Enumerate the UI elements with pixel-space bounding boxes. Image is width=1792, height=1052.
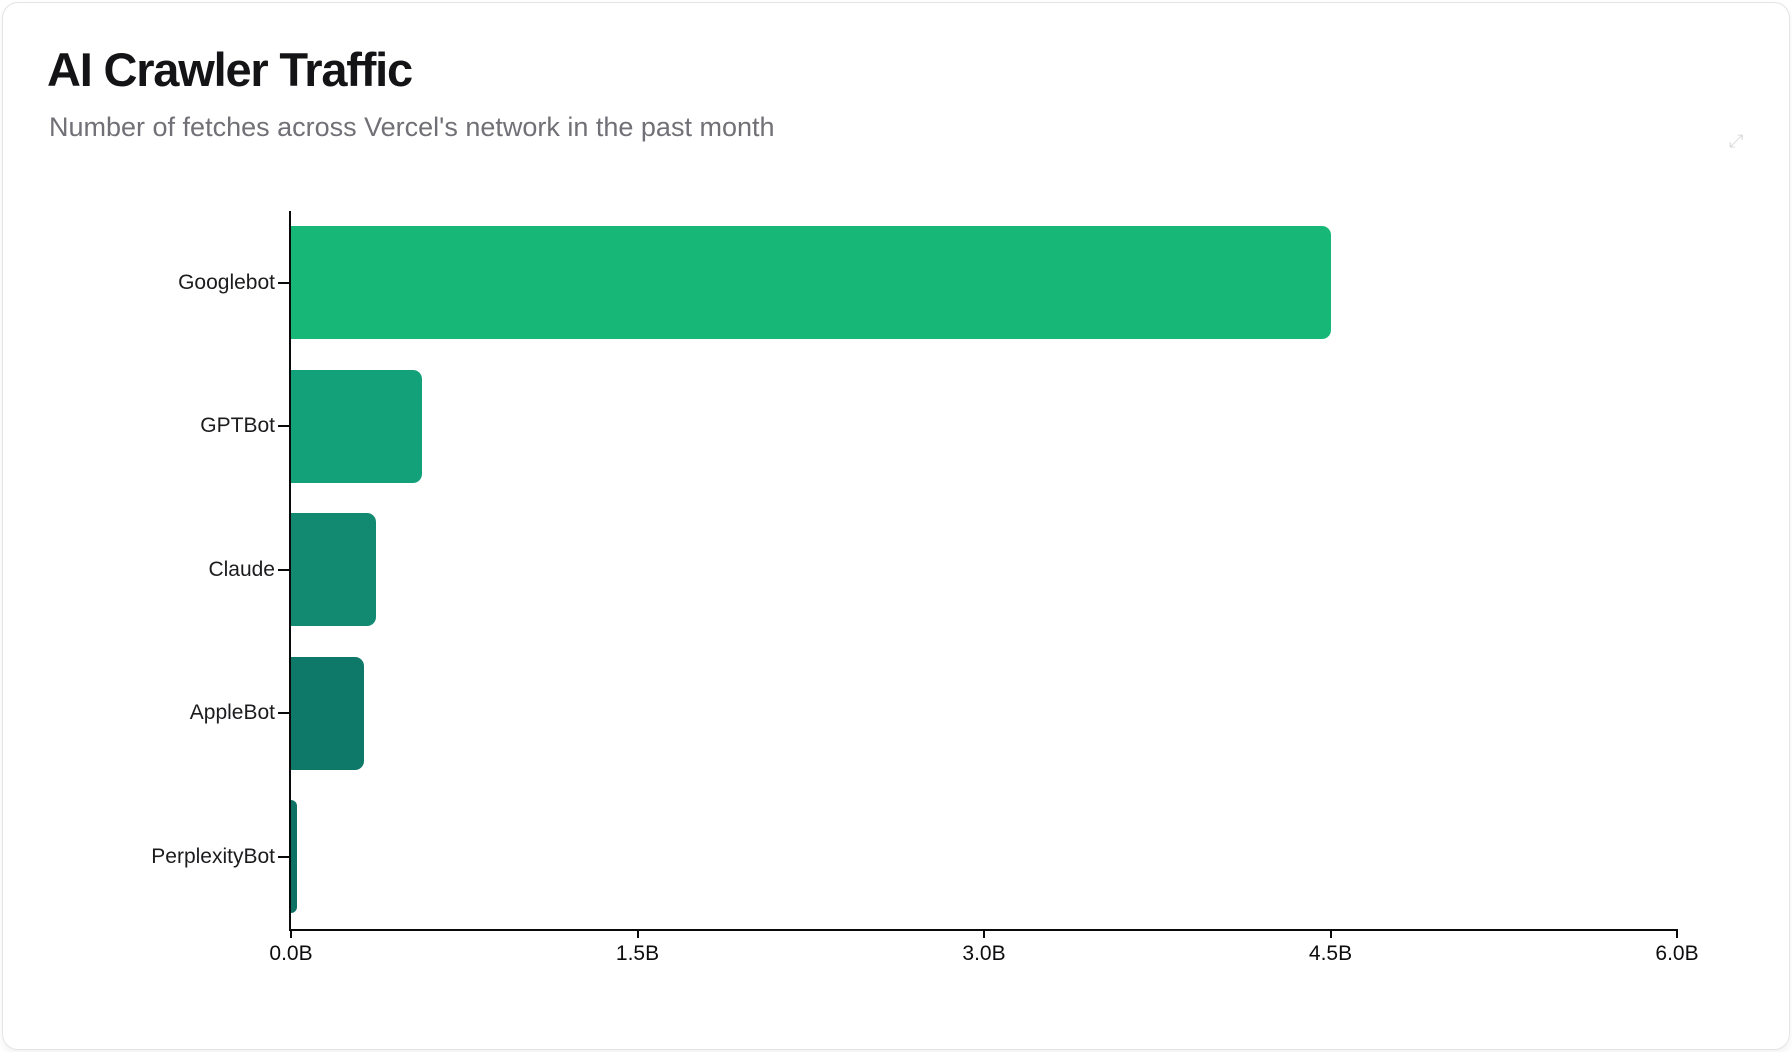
y-tick-mark	[278, 425, 289, 428]
x-axis-label: 4.5B	[1308, 942, 1353, 965]
bar-applebot	[291, 656, 364, 770]
chart-title: AI Crawler Traffic	[47, 43, 413, 96]
bar-gptbot	[291, 369, 423, 483]
y-tick-mark	[278, 712, 289, 715]
y-tick-mark	[278, 281, 289, 284]
y-axis-label-claude: Claude	[208, 557, 275, 581]
x-tick-mark	[983, 929, 985, 938]
x-axis-label: 6.0B	[1655, 942, 1699, 965]
y-axis-label-applebot: AppleBot	[189, 701, 275, 725]
plot-area: Googlebot GPTBot Claude AppleBot PerplexityB…	[151, 211, 1699, 965]
y-axis-label-googlebot: Googlebot	[178, 270, 275, 294]
x-tick-mark	[636, 929, 639, 938]
chart-subtitle: Number of fetches across Vercel's networ…	[49, 112, 775, 142]
x-axis-label: 1.5B	[615, 942, 660, 965]
resize-cursor-icon: ⤢	[1729, 131, 1744, 151]
bar-googlebot	[291, 226, 1331, 339]
x-tick-mark	[290, 929, 292, 938]
y-tick-mark	[278, 568, 289, 571]
y-tick-mark	[278, 855, 289, 858]
x-axis-label: 0.0B	[269, 942, 313, 965]
x-tick-mark	[1329, 929, 1332, 938]
bar-claude	[291, 513, 377, 627]
bar-perplexitybot	[291, 800, 297, 914]
y-axis-label-perplexitybot: PerplexityBot	[151, 844, 275, 868]
x-tick-mark	[1676, 929, 1678, 938]
y-axis-label-gptbot: GPTBot	[200, 414, 275, 438]
x-axis-label: 3.0B	[962, 942, 1006, 965]
